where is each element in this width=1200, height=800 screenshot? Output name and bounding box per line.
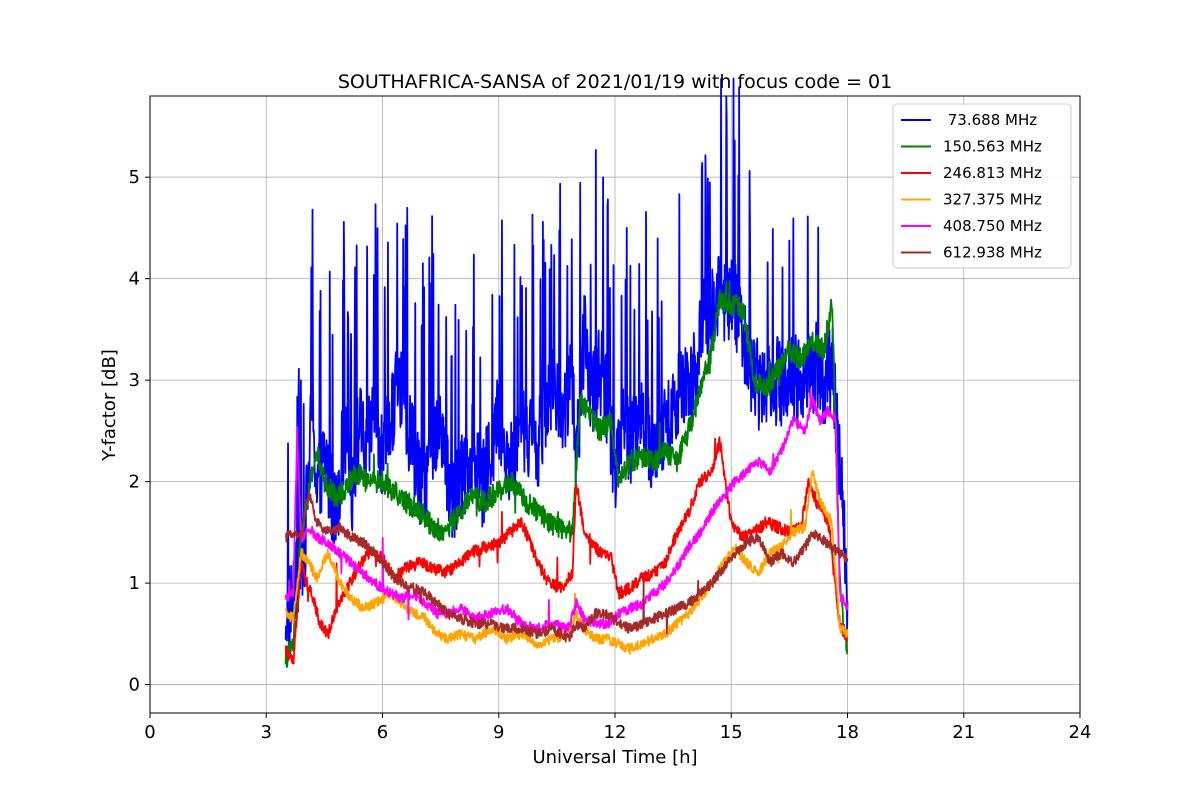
x-tick-label: 18 <box>836 722 859 743</box>
series-line <box>284 388 849 634</box>
x-tick-label: 6 <box>377 722 388 743</box>
x-tick-label: 12 <box>604 722 627 743</box>
y-axis-label: Y-factor [dB] <box>99 349 120 462</box>
legend-label: 612.938 MHz <box>943 244 1042 262</box>
y-tick-label: 1 <box>129 573 140 594</box>
legend-label: 73.688 MHz <box>943 111 1037 129</box>
x-axis-label: Universal Time [h] <box>532 747 697 768</box>
x-tick-label: 0 <box>144 722 155 743</box>
legend-label: 150.563 MHz <box>943 138 1042 156</box>
legend-box <box>892 103 1072 269</box>
x-tick-label: 9 <box>493 722 504 743</box>
y-tick-label: 5 <box>129 167 140 188</box>
x-tick-label: 15 <box>720 722 743 743</box>
legend-label: 408.750 MHz <box>943 217 1042 235</box>
series-line <box>284 491 849 643</box>
legend-label: 327.375 MHz <box>943 191 1042 209</box>
y-tick-label: 4 <box>129 269 140 290</box>
x-tick-label: 24 <box>1069 722 1092 743</box>
series-line <box>284 280 848 669</box>
series-line <box>284 77 849 648</box>
y-tick-label: 3 <box>129 370 140 391</box>
series-layer <box>284 77 849 669</box>
y-axis-ticks: 0 1 2 3 4 5 <box>129 167 150 696</box>
x-tick-label: 3 <box>261 722 272 743</box>
chart-title: SOUTHAFRICA-SANSA of 2021/01/19 with foc… <box>338 71 892 93</box>
legend: 73.688 MHz 150.563 MHz 246.813 MHz 327.375 … <box>892 103 1072 269</box>
x-axis-ticks: 0 3 6 9 12 15 18 21 24 <box>144 713 1091 743</box>
y-tick-label: 2 <box>129 472 140 493</box>
y-tick-label: 0 <box>129 675 140 696</box>
legend-label: 246.813 MHz <box>943 164 1042 182</box>
x-tick-label: 21 <box>952 722 975 743</box>
